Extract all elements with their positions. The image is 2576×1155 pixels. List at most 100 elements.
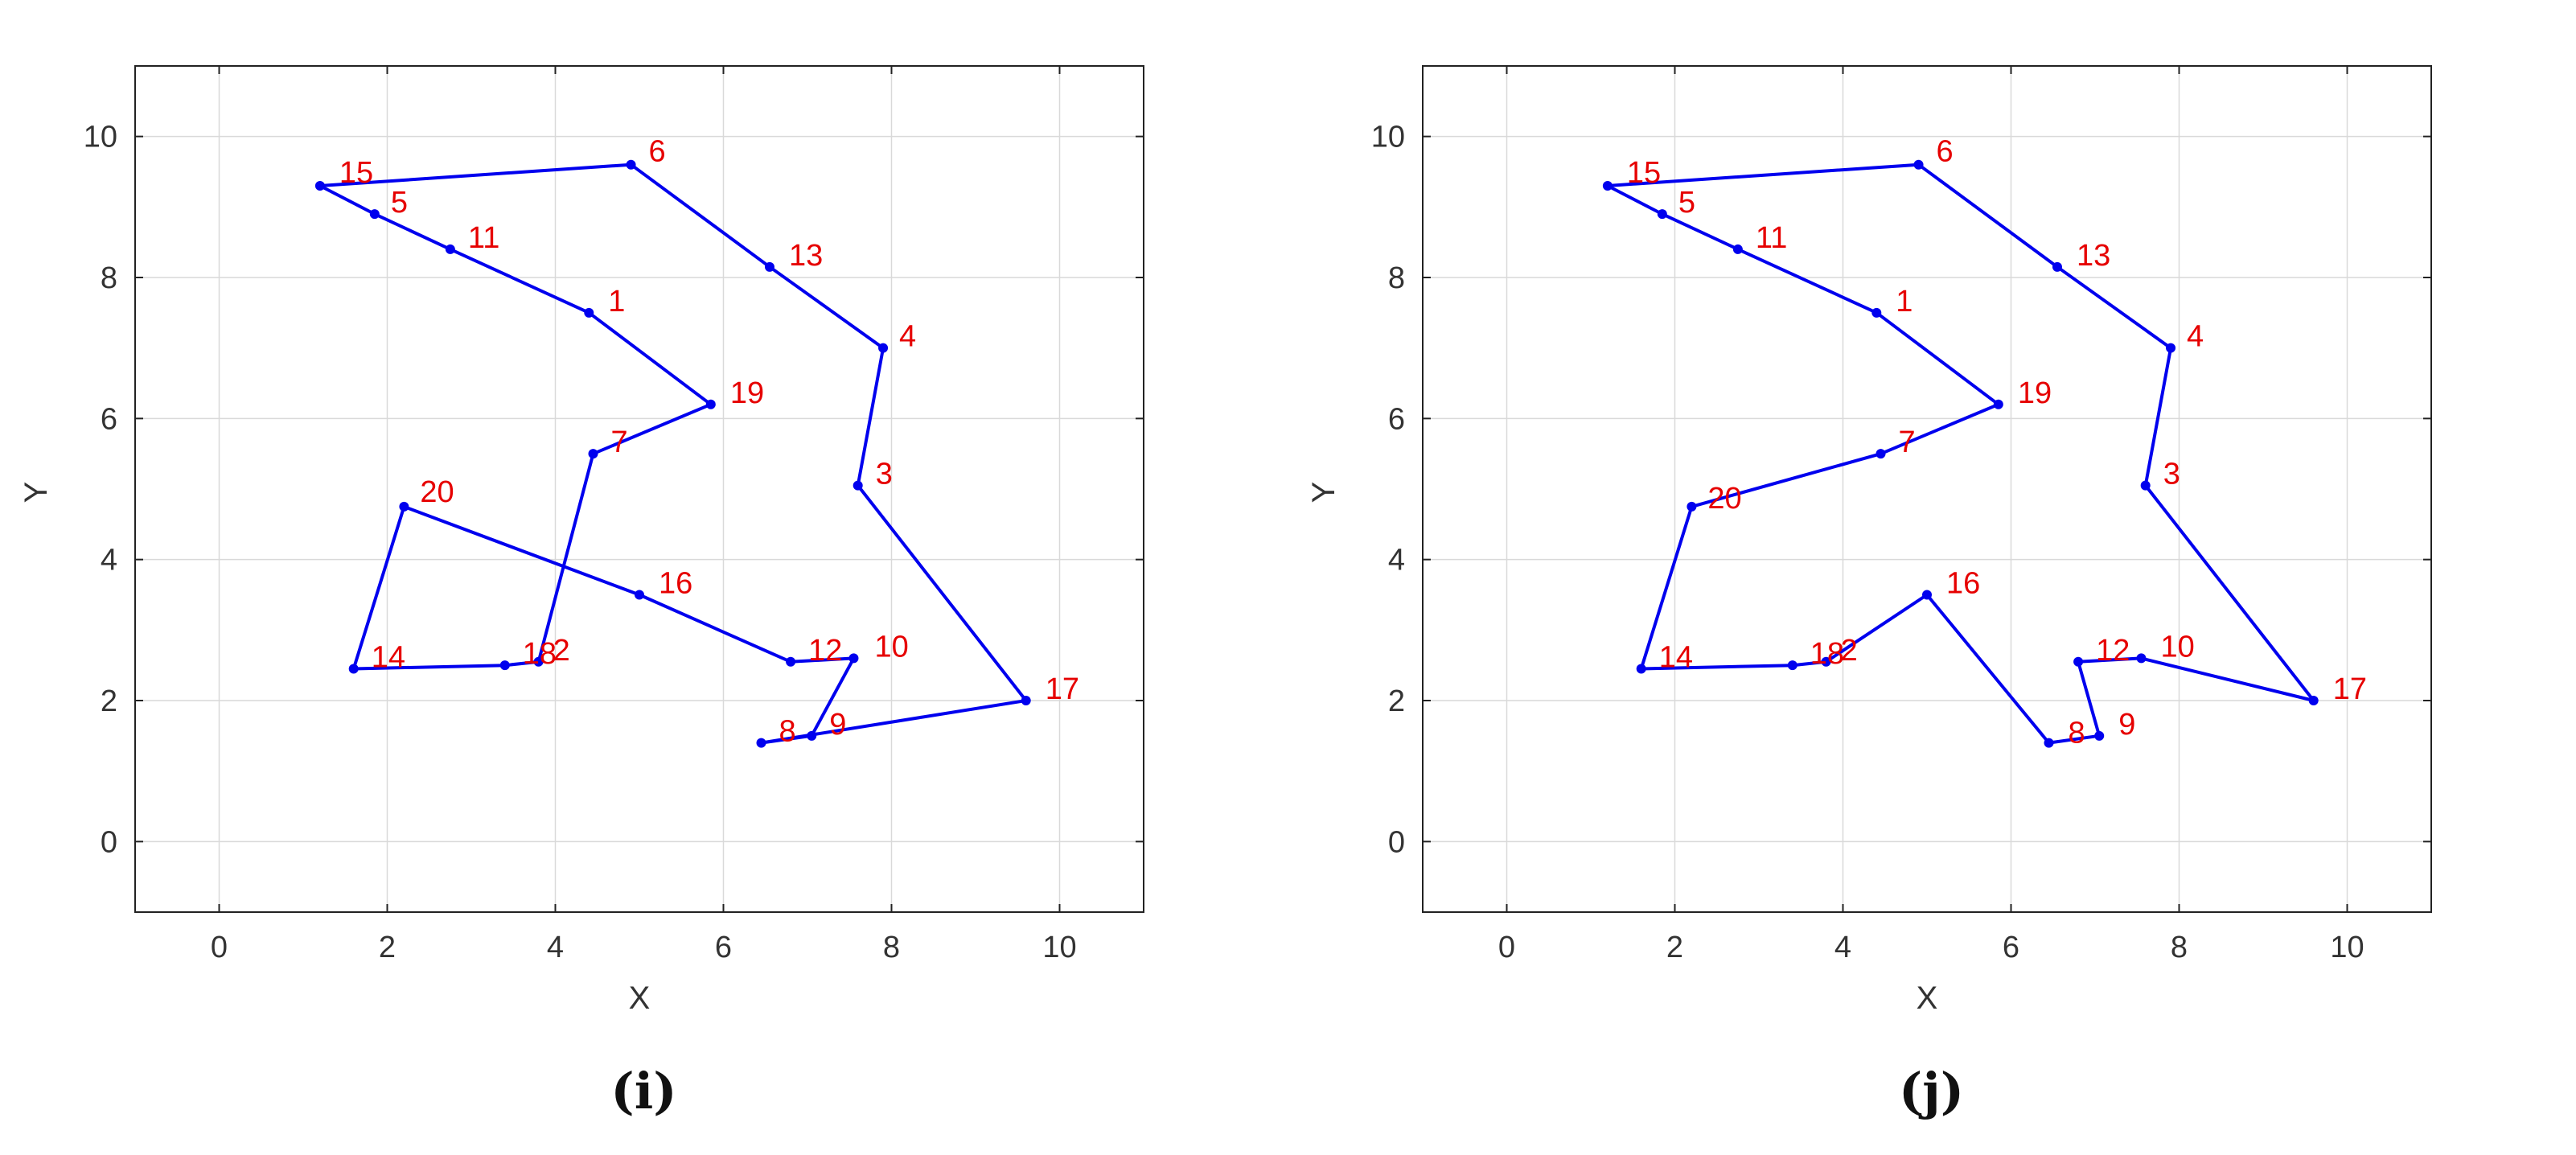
point-label: 13: [789, 239, 823, 273]
y-tick-label: 6: [101, 402, 117, 436]
x-tick-label: 10: [2330, 931, 2364, 964]
y-tick-label: 6: [1388, 402, 1405, 436]
route-point: [1732, 244, 1743, 254]
point-label: 6: [1937, 135, 1954, 169]
point-label: 14: [1659, 641, 1693, 675]
point-label: 5: [1678, 186, 1695, 220]
point-label: 11: [468, 221, 499, 255]
x-tick-label: 8: [883, 931, 900, 964]
route-point: [1821, 656, 1831, 667]
route-point: [1993, 399, 2003, 409]
route-point: [807, 730, 817, 741]
route-point: [1913, 159, 1924, 170]
route-point: [1687, 501, 1697, 512]
y-axis-title: Y: [1306, 482, 1341, 504]
x-tick-label: 0: [211, 931, 228, 964]
point-label: 20: [1707, 482, 1741, 516]
y-tick-label: 2: [1388, 684, 1405, 718]
point-label: 17: [2333, 672, 2367, 706]
route-point: [848, 653, 859, 664]
route-point: [1871, 307, 1882, 318]
x-tick-label: 0: [1498, 931, 1515, 964]
route-point: [1787, 660, 1797, 671]
panel-j: 0 2 4 6 8 10 0 2 4 6 8 10 X Y 1 2 3 4 5 6 7 8 9 10 11 12 13 14 15 16 1…: [1288, 0, 2575, 1155]
y-tick-label: 8: [1388, 261, 1405, 295]
point-label: 8: [779, 715, 796, 749]
x-tick-label: 6: [2003, 931, 2019, 964]
x-tick-label: 10: [1042, 931, 1076, 964]
route-point: [2166, 343, 2176, 353]
point-label: 17: [1046, 672, 1079, 706]
route-point: [2140, 480, 2151, 491]
route-point: [1021, 696, 1031, 705]
x-tick-label: 4: [547, 931, 564, 964]
point-label: 16: [1946, 567, 1980, 601]
axes-frame: [134, 65, 1144, 913]
route-point: [369, 209, 380, 220]
point-label: 1: [608, 285, 625, 319]
point-label: 12: [2096, 634, 2130, 668]
point-label: 6: [649, 135, 666, 169]
x-tick-label: 2: [379, 931, 396, 964]
route-point: [786, 656, 796, 667]
point-label: 11: [1756, 221, 1787, 255]
point-label: 18: [1810, 637, 1844, 671]
route-point: [2136, 653, 2147, 664]
route-point: [588, 449, 598, 459]
point-label: 8: [2069, 717, 2085, 750]
route-point: [705, 399, 716, 409]
route-point: [2044, 738, 2054, 748]
point-label: 9: [829, 708, 846, 742]
point-label: 5: [391, 186, 408, 220]
point-label: 18: [523, 637, 557, 671]
point-label: 3: [876, 458, 893, 491]
y-tick-label: 4: [1388, 544, 1405, 578]
route-point: [445, 244, 455, 254]
point-label: 15: [339, 156, 373, 190]
route-point: [1602, 181, 1613, 191]
point-label: 2: [553, 634, 570, 668]
point-label: 1: [1896, 285, 1912, 319]
point-label: 7: [611, 425, 628, 459]
point-label: 10: [2160, 630, 2194, 664]
point-label: 14: [372, 641, 405, 675]
route-point: [2094, 730, 2105, 741]
point-label: 9: [2118, 708, 2135, 742]
y-tick-label: 8: [101, 261, 117, 295]
point-label: 3: [2163, 458, 2180, 491]
point-label: 4: [899, 320, 916, 354]
route-point: [2073, 656, 2084, 667]
panel-caption: (j): [1898, 1062, 1965, 1120]
x-axis-title: X: [629, 980, 651, 1016]
route-point: [1636, 664, 1646, 674]
point-label: 7: [1899, 425, 1916, 459]
point-label: 13: [2077, 239, 2110, 273]
y-tick-label: 10: [84, 121, 117, 154]
point-label: 19: [2018, 376, 2052, 410]
route-point: [635, 590, 644, 600]
point-label: 15: [1627, 156, 1661, 190]
route-point: [499, 660, 510, 671]
route-point: [853, 480, 863, 491]
y-tick-label: 4: [101, 544, 117, 578]
route-point: [533, 656, 544, 667]
route-point: [399, 501, 409, 512]
point-label: 12: [808, 634, 842, 668]
route-point: [764, 261, 774, 272]
plot-area: [1423, 66, 2431, 912]
route-point: [626, 159, 636, 170]
panel-i: 0 2 4 6 8 10 0 2 4 6 8 10 X Y 1 2 3 4 5 6 7 8 9 10 11 12 13 14 15 16 1…: [18, 65, 1144, 1120]
point-label: 16: [659, 567, 692, 601]
point-label: 4: [2187, 320, 2204, 354]
y-tick-label: 2: [101, 684, 117, 718]
route-point: [878, 343, 889, 353]
route-point: [1657, 209, 1667, 220]
route-point: [2308, 696, 2319, 705]
route-point: [584, 307, 594, 318]
point-label: 2: [1841, 634, 1858, 668]
y-tick-label: 0: [1388, 825, 1405, 859]
y-axis-title: Y: [18, 482, 54, 504]
route-point: [1876, 449, 1886, 459]
